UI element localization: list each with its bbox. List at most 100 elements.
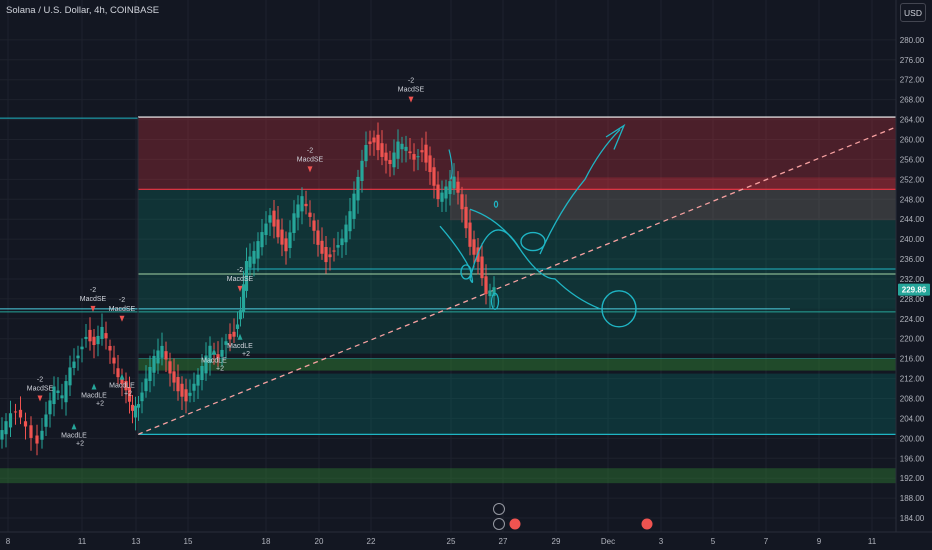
candle-body (456, 181, 460, 193)
candle-body (124, 380, 128, 391)
signal-value: -2 (237, 267, 243, 274)
signal-value: -2 (307, 147, 313, 154)
candle-body (360, 160, 364, 181)
price-tick-label: 252.00 (900, 175, 925, 184)
candle-body (392, 152, 396, 168)
candle-body (472, 239, 476, 255)
candle-body (340, 238, 344, 246)
time-tick-label: 15 (184, 537, 193, 546)
time-tick-label: 13 (132, 537, 141, 546)
candle-body (224, 341, 228, 345)
signal-marker: MacdLE+2 (81, 383, 107, 408)
price-tick-label: 208.00 (900, 395, 925, 404)
drawing-circle (601, 290, 637, 328)
time-tick-label: 3 (659, 537, 664, 546)
signal-label: MacdSE (27, 385, 54, 392)
currency-button[interactable]: USD (900, 3, 926, 22)
candle-body (232, 331, 236, 337)
price-tick-label: 244.00 (900, 215, 925, 224)
signal-value: +2 (96, 401, 104, 408)
zone-red (138, 117, 896, 190)
time-tick-label: 27 (499, 537, 508, 546)
candle-body (448, 181, 452, 195)
candle-body (52, 386, 56, 405)
candle-body (328, 254, 332, 258)
signal-value: +2 (124, 391, 132, 398)
candle-body (344, 224, 348, 243)
candle-body (332, 250, 336, 252)
candle-body (284, 238, 288, 252)
candle-body (72, 361, 76, 368)
signal-label: MacdSE (398, 87, 425, 94)
candle-body (144, 378, 148, 392)
candle-body (204, 355, 208, 374)
signal-label: MacdLE (61, 432, 87, 439)
price-tick-label: 248.00 (900, 195, 925, 204)
signal-marker: -2 MacdSE (398, 78, 425, 103)
candle-body (256, 241, 260, 259)
price-tick-label: 220.00 (900, 335, 925, 344)
price-tick-label: 224.00 (900, 315, 925, 324)
time-tick-label: 25 (447, 537, 456, 546)
candle-body (40, 430, 44, 440)
candle-body (4, 421, 8, 435)
candle-body (216, 354, 220, 359)
candle-body (264, 223, 268, 236)
candle-body (484, 276, 488, 295)
buy-arrow-icon (119, 373, 125, 380)
signal-marker: -2 MacdSE (109, 297, 136, 322)
candle-body (304, 203, 308, 207)
zone-green-bottom (0, 468, 896, 484)
candle-body (88, 329, 92, 342)
buy-arrow-icon (71, 423, 77, 430)
price-tick-label: 204.00 (900, 414, 925, 423)
candle-body (100, 326, 104, 339)
candle-body (180, 383, 184, 397)
candle-body (268, 215, 272, 223)
current-price-label: 229.86 (902, 286, 927, 295)
drawing-mark (493, 200, 499, 208)
candle-body (252, 250, 256, 264)
candle-body (29, 425, 33, 438)
price-tick-label: 280.00 (900, 36, 925, 45)
price-tick-label: 268.00 (900, 96, 925, 105)
candle-body (364, 145, 368, 162)
candle-body (380, 143, 384, 157)
candle-body (300, 196, 304, 212)
candle-body (156, 350, 160, 364)
candle-body (444, 186, 448, 199)
candle-body (60, 395, 64, 399)
candle-body (368, 141, 372, 144)
signal-label: MacdLE (201, 358, 227, 365)
candle-body (130, 404, 135, 411)
signal-marker: MacdLE+2 (109, 373, 135, 398)
candle-body (424, 144, 428, 163)
candle-body (272, 210, 276, 227)
zone-teal (138, 373, 896, 435)
candle-body (133, 405, 138, 418)
drawing-circle (460, 264, 472, 280)
candle-body (288, 232, 292, 248)
candle-body (352, 193, 356, 219)
candle-body (372, 137, 376, 143)
drawing-circle (490, 292, 500, 311)
signal-label: MacdSE (297, 156, 324, 163)
candle-body (244, 261, 249, 291)
signal-value: -2 (408, 78, 414, 85)
candle-body (35, 435, 39, 444)
price-tick-label: 272.00 (900, 76, 925, 85)
candle-body (412, 154, 416, 160)
candle-body (168, 361, 172, 374)
time-tick-label: 5 (711, 537, 716, 546)
candle-body (324, 246, 328, 263)
candle-body (388, 160, 392, 165)
candle-body (208, 345, 212, 364)
candle-body (480, 256, 484, 279)
time-tick-label: 9 (817, 537, 822, 546)
candle-body (84, 336, 88, 339)
candle-body (488, 290, 492, 297)
buy-arrow-icon (91, 383, 97, 390)
candle-body (464, 206, 468, 229)
